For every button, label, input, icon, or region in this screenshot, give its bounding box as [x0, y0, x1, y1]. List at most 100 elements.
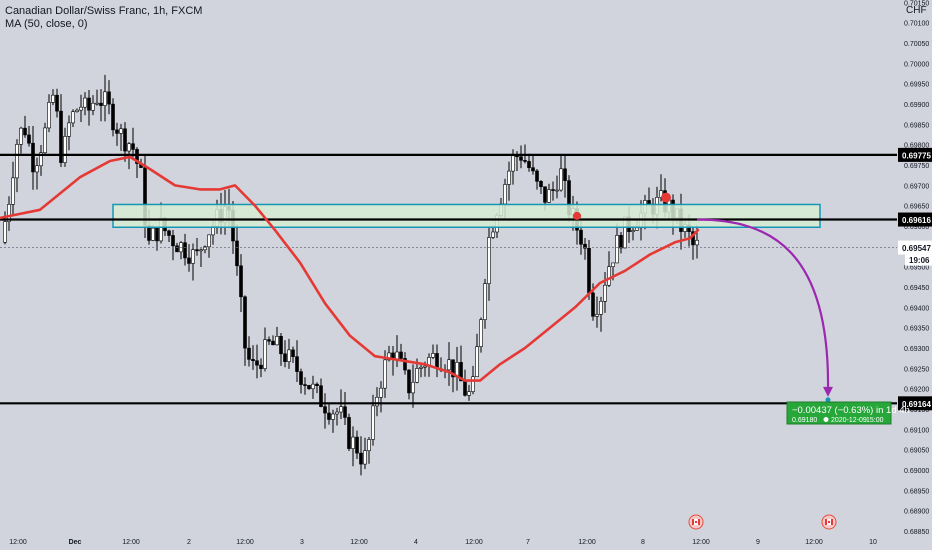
candle-down [299, 371, 303, 385]
candle-down [31, 142, 35, 173]
x-tick-label: 4 [414, 539, 418, 546]
y-tick-label: 0.69200 [904, 387, 929, 394]
y-tick-label: 0.69950 [904, 82, 929, 89]
canada-flag-icon[interactable] [821, 514, 837, 530]
x-tick-label: 12:00 [692, 539, 710, 546]
candle-down [539, 181, 543, 188]
candle-up [379, 387, 383, 398]
candle-down [115, 129, 119, 134]
candle-down [647, 200, 651, 205]
candle-up [599, 301, 603, 315]
projection-box[interactable]: −0.00437 (−0.63%) in 1d 4h 0.69180 2020-… [786, 401, 910, 425]
candle-up [263, 339, 267, 369]
candle-up [415, 368, 419, 383]
candle-up [447, 359, 451, 371]
candle-up [507, 170, 511, 185]
y-tick-label: 0.69250 [904, 366, 929, 373]
arrow-target-dot [825, 397, 831, 403]
candle-down [295, 356, 299, 372]
candle-down [267, 339, 271, 342]
candle-up [595, 314, 599, 317]
candle-down [251, 359, 255, 362]
candle-down [303, 384, 307, 386]
candle-up [127, 143, 131, 152]
candle-down [255, 360, 259, 366]
current-price-box [898, 240, 932, 255]
candle-up [91, 102, 95, 111]
y-tick-label: 0.69300 [904, 346, 929, 353]
candle-down [243, 296, 247, 349]
candle-up [631, 230, 635, 232]
x-tick-label: 2 [187, 539, 191, 546]
candle-up [419, 366, 423, 369]
signal-dot [661, 192, 671, 203]
candle-down [195, 249, 199, 252]
signal-dot [573, 211, 581, 220]
candle-up [375, 396, 379, 407]
candle-down [131, 143, 135, 150]
canada-flag-left-2 [825, 519, 827, 525]
candle-up [607, 266, 611, 286]
candle-down [591, 292, 595, 317]
candle-up [199, 249, 203, 252]
x-tick-label: 10 [869, 539, 877, 546]
candle-down [107, 91, 111, 105]
marks-layer [573, 192, 671, 220]
canada-flag-icon[interactable] [688, 514, 704, 530]
candle-down [343, 406, 347, 418]
candle-up [191, 249, 195, 264]
candle-down [99, 102, 103, 106]
projection-date: 2020-12-09 [831, 417, 867, 424]
candle-down [271, 340, 275, 346]
candle-down [583, 243, 587, 249]
candle-up [383, 359, 387, 389]
candle-down [87, 97, 91, 111]
horizontal-levels [0, 153, 897, 405]
time-axis[interactable]: 12:00 Dec 12:00 2 12:00 3 12:00 4 12:00 7 12:00 8 12… [0, 532, 897, 550]
candle-up [547, 189, 551, 203]
level-price-text: 0.69164 [902, 400, 931, 409]
candle-up [615, 235, 619, 264]
candle-up [43, 127, 47, 154]
y-tick-label: 0.69100 [904, 427, 929, 434]
projection-arrow[interactable] [696, 218, 833, 403]
candle-down [551, 189, 555, 191]
candle-down [451, 359, 455, 378]
price-axis[interactable]: 0.70150 0.70100 0.70050 0.70000 0.69950 0.699… [897, 0, 932, 550]
candle-up [11, 177, 15, 205]
candle-up [51, 94, 55, 103]
candle-up [479, 319, 483, 347]
candles-layer [3, 74, 699, 476]
candle-down [315, 383, 319, 386]
candle-down [435, 353, 439, 370]
arrow-curve [696, 218, 830, 391]
candle-down [535, 170, 539, 182]
candle-down [403, 358, 407, 371]
candle-up [83, 97, 87, 108]
candle-up [335, 411, 339, 415]
countdown-box [905, 254, 932, 266]
y-tick-label: 0.69000 [904, 468, 929, 475]
y-tick-label: 0.70050 [904, 41, 929, 48]
y-tick-label: 0.69900 [904, 102, 929, 109]
y-tick-label: 0.69850 [904, 122, 929, 129]
level-price-box [898, 147, 932, 162]
x-tick-label: 3 [300, 539, 304, 546]
x-tick-label: 7 [526, 539, 530, 546]
x-tick-label: 12:00 [236, 539, 254, 546]
candle-up [103, 91, 107, 106]
candle-down [355, 436, 359, 454]
candle-down [59, 110, 63, 163]
candle-up [67, 122, 71, 137]
candle-up [47, 102, 51, 129]
level-price-text: 0.69616 [902, 216, 931, 225]
x-tick-label: 12:00 [350, 539, 368, 546]
candle-down [531, 167, 535, 172]
y-tick-label: 0.69500 [904, 265, 929, 272]
candle-up [71, 111, 75, 124]
candle-up [351, 436, 355, 449]
chart-title: Canadian Dollar/Swiss Franc, 1h, FXCM [5, 5, 202, 17]
candle-down [459, 362, 463, 382]
support-resistance-zone[interactable] [112, 203, 821, 229]
